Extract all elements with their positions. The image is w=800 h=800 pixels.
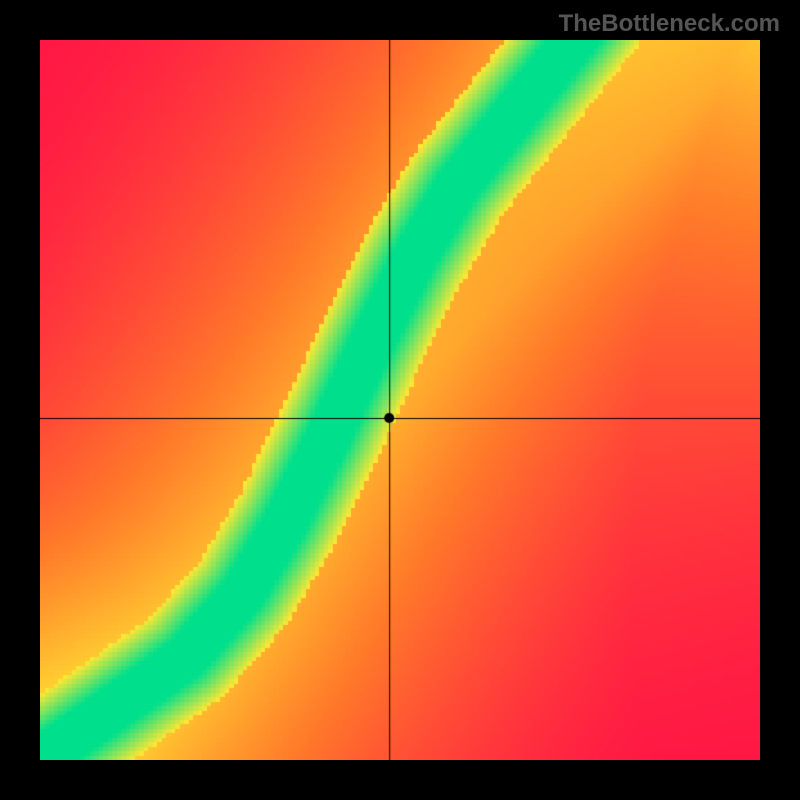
heatmap-chart xyxy=(40,40,760,760)
watermark-text: TheBottleneck.com xyxy=(559,10,780,38)
heatmap-canvas xyxy=(40,40,760,760)
